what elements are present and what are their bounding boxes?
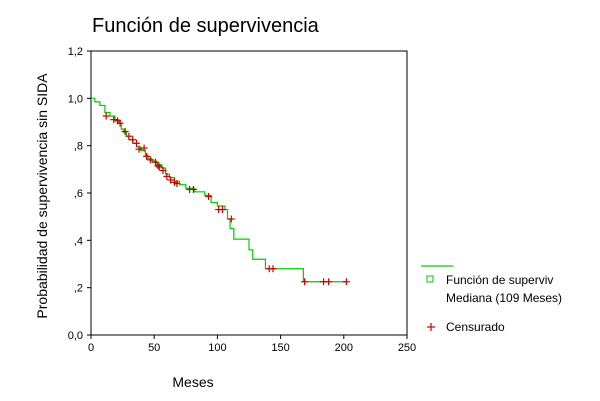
legend-censored-label: Censurado <box>446 320 505 334</box>
censored-point <box>159 167 167 175</box>
censored-point <box>143 152 151 160</box>
censored-point <box>342 278 350 286</box>
censored-point <box>163 172 171 180</box>
survival-step-line <box>91 97 347 283</box>
censored-markers <box>102 112 350 286</box>
censored-point <box>269 265 277 273</box>
censored-point <box>205 193 213 201</box>
legend: Función de superviv Mediana (109 Meses) … <box>421 265 562 334</box>
legend-median-label: Mediana (109 Meses) <box>446 291 562 305</box>
censored-point <box>116 119 124 127</box>
y-tick-label: ,8 <box>74 141 83 153</box>
legend-survival-marker <box>426 275 434 283</box>
censored-point <box>154 162 162 170</box>
censored-point <box>325 278 333 286</box>
chart-title: Función de supervivencia <box>92 15 320 37</box>
censored-point <box>173 180 181 188</box>
censored-point <box>140 144 148 152</box>
y-tick-label: ,2 <box>74 283 83 295</box>
censored-point <box>146 156 154 164</box>
plot-frame <box>90 50 408 336</box>
x-tick-label: 200 <box>335 342 353 354</box>
y-tick-label: 0,0 <box>68 330 83 342</box>
censored-point <box>218 206 226 214</box>
x-axis-label: Meses <box>172 374 213 390</box>
legend-censored-marker <box>427 323 435 331</box>
y-axis-ticks: 0,0 ,2 ,4 ,6 ,8 1,0 1,2 <box>68 46 91 342</box>
censored-point <box>301 278 309 286</box>
censored-point <box>110 116 118 124</box>
censored-point <box>129 136 137 144</box>
censored-point <box>189 185 197 193</box>
x-tick-label: 0 <box>88 342 94 354</box>
y-tick-label: ,6 <box>74 188 83 200</box>
x-tick-label: 50 <box>148 342 160 354</box>
x-tick-label: 100 <box>208 342 226 354</box>
censored-point <box>227 215 235 223</box>
censored-point <box>133 139 141 147</box>
censored-point <box>135 145 143 153</box>
censored-point <box>121 127 129 135</box>
censored-point <box>151 158 159 166</box>
x-tick-label: 150 <box>271 342 289 354</box>
censored-point <box>167 176 175 184</box>
censored-point <box>155 163 163 171</box>
y-tick-label: 1,2 <box>68 46 83 58</box>
y-tick-label: ,4 <box>74 235 83 247</box>
x-tick-label: 250 <box>398 342 416 354</box>
x-axis-ticks: 0 50 100 150 200 250 <box>88 335 416 354</box>
censored-point <box>125 132 133 140</box>
y-axis-label: Probabilidad de supervivencia sin SIDA <box>34 73 50 319</box>
y-tick-label: 1,0 <box>68 93 83 105</box>
series-layer <box>91 97 347 283</box>
censored-point <box>102 112 110 120</box>
legend-survival-label: Función de superviv <box>446 273 553 287</box>
